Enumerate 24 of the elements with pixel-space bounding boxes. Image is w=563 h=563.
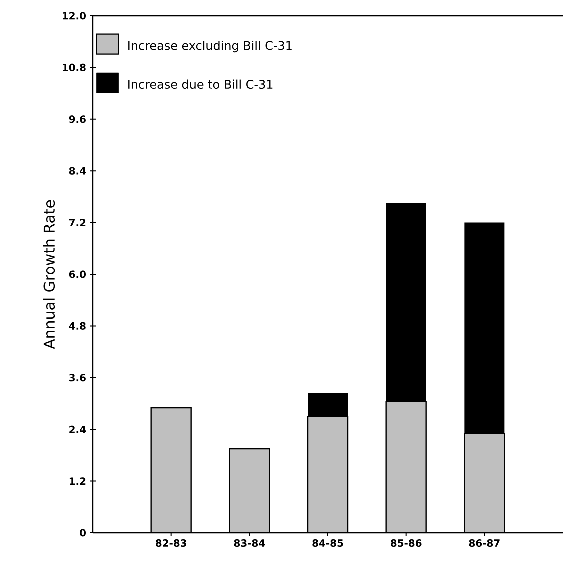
x-tick-label: 86-87 — [469, 540, 500, 548]
y-tick-label: 10.8 — [63, 64, 86, 72]
legend-label: Increase excluding Bill C-31 — [128, 41, 292, 53]
y-tick-label: 0 — [80, 529, 86, 537]
x-tick-label: 84-85 — [312, 540, 344, 548]
bar — [230, 448, 270, 533]
legend-label: Increase due to Bill C-31 — [128, 80, 273, 90]
bar — [386, 402, 426, 533]
x-tick-label: 82-83 — [156, 540, 186, 548]
y-tick-label: 7.2 — [70, 219, 86, 226]
y-tick-label: 12.0 — [63, 12, 86, 20]
bar — [308, 416, 348, 533]
y-tick-label: 3.6 — [70, 374, 86, 382]
y-tick-label: 6.0 — [69, 270, 86, 278]
x-tick-label: 83-84 — [234, 540, 266, 548]
y-tick-label: 8.4 — [69, 167, 86, 175]
bar — [151, 408, 192, 533]
x-tick-label: 85-86 — [391, 540, 422, 548]
y-tick-label: 1.2 — [70, 478, 86, 485]
y-tick-label: 2.4 — [70, 426, 86, 434]
bar — [464, 433, 506, 533]
y-axis-title: Annual Growth Rate — [44, 200, 56, 350]
y-tick-label: 9.6 — [69, 116, 86, 124]
y-tick-label: 4.8 — [69, 322, 86, 330]
